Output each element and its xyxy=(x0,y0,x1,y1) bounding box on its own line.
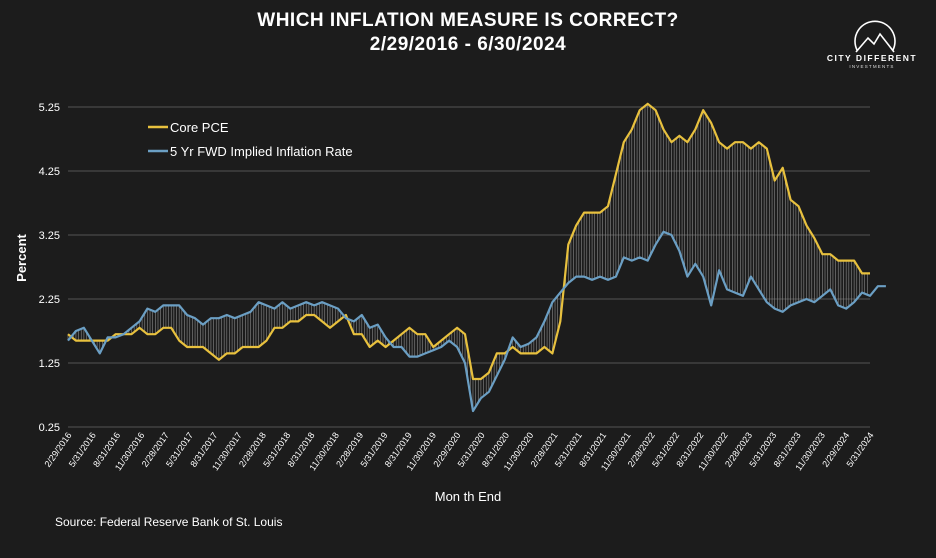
chart-title-line-1: WHICH INFLATION MEASURE IS CORRECT? xyxy=(257,10,679,31)
legend: Core PCE 5 Yr FWD Implied Inflation Rate xyxy=(148,120,353,159)
mountain-circle-logo-icon xyxy=(854,20,896,53)
x-tick-labels: 2/29/20165/31/20168/31/201611/30/20162/2… xyxy=(42,430,875,472)
y-tick-label: 4.25 xyxy=(39,166,60,178)
chart-title-line-2: 2/29/2016 - 6/30/2024 xyxy=(369,34,567,55)
y-tick-label: 1.25 xyxy=(39,358,60,370)
y-tick-label: 2.25 xyxy=(39,294,60,306)
legend-label: 5 Yr FWD Implied Inflation Rate xyxy=(170,144,353,159)
fwd-inflation-line xyxy=(67,230,886,413)
logo-name: CITY DIFFERENT xyxy=(826,53,918,63)
x-axis-label: Mon th End xyxy=(435,489,502,504)
logo-subtitle: INVESTMENTS xyxy=(849,64,895,69)
y-tick-label: 5.25 xyxy=(39,102,60,114)
y-tick-label: 0.25 xyxy=(39,422,60,434)
core-pce-line xyxy=(67,102,870,381)
spread-hatch-lines xyxy=(67,103,868,411)
series-lines xyxy=(67,102,886,413)
y-axis-label: Percent xyxy=(14,233,29,281)
y-tick-labels: 0.25 1.25 2.25 3.25 4.25 5.25 xyxy=(39,102,60,434)
legend-label: Core PCE xyxy=(170,120,229,135)
grid-lines xyxy=(68,106,870,428)
line-chart: 0.25 1.25 2.25 3.25 4.25 5.25 2/29/20165/31/2… xyxy=(14,102,886,504)
source-note: Source: Federal Reserve Bank of St. Loui… xyxy=(55,515,283,529)
y-tick-label: 3.25 xyxy=(39,230,60,242)
